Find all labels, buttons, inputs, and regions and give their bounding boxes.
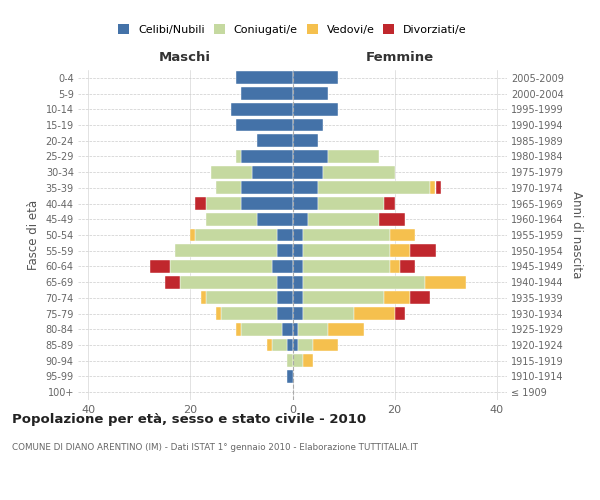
Bar [272, 260, 293, 273]
Bar [277, 292, 293, 304]
Y-axis label: Fasce di età: Fasce di età [27, 200, 40, 270]
Text: Popolazione per età, sesso e stato civile - 2010: Popolazione per età, sesso e stato civil… [12, 412, 366, 426]
Bar [241, 197, 293, 210]
Bar [430, 182, 436, 194]
Bar [211, 166, 251, 178]
Bar [206, 197, 241, 210]
Bar [354, 307, 395, 320]
Bar [175, 244, 277, 257]
Bar [293, 354, 303, 367]
Bar [293, 323, 298, 336]
Bar [425, 276, 466, 288]
Bar [303, 276, 425, 288]
Bar [436, 182, 440, 194]
Bar [303, 292, 385, 304]
Bar [293, 213, 308, 226]
Bar [170, 260, 272, 273]
Bar [272, 338, 287, 351]
Bar [216, 182, 241, 194]
Bar [241, 323, 282, 336]
Bar [303, 244, 389, 257]
Bar [293, 87, 328, 100]
Bar [206, 213, 257, 226]
Bar [206, 292, 277, 304]
Bar [236, 118, 293, 132]
Bar [389, 244, 410, 257]
Bar [149, 260, 170, 273]
Bar [293, 197, 318, 210]
Bar [293, 182, 318, 194]
Bar [196, 197, 206, 210]
Bar [303, 228, 389, 241]
Text: Femmine: Femmine [365, 50, 434, 64]
Bar [293, 244, 303, 257]
Bar [313, 338, 338, 351]
Bar [165, 276, 180, 288]
Y-axis label: Anni di nascita: Anni di nascita [571, 192, 583, 278]
Bar [236, 72, 293, 85]
Bar [395, 307, 405, 320]
Bar [293, 118, 323, 132]
Bar [293, 276, 303, 288]
Bar [293, 228, 303, 241]
Bar [277, 307, 293, 320]
Bar [293, 307, 303, 320]
Bar [282, 323, 293, 336]
Bar [379, 213, 405, 226]
Bar [293, 166, 323, 178]
Bar [267, 338, 272, 351]
Bar [385, 197, 395, 210]
Bar [190, 228, 196, 241]
Bar [241, 87, 293, 100]
Bar [287, 370, 293, 383]
Bar [231, 103, 293, 116]
Bar [257, 213, 293, 226]
Bar [287, 354, 293, 367]
Bar [216, 307, 221, 320]
Bar [410, 244, 436, 257]
Bar [180, 276, 277, 288]
Bar [236, 323, 241, 336]
Bar [196, 228, 277, 241]
Bar [277, 276, 293, 288]
Bar [241, 150, 293, 163]
Bar [277, 228, 293, 241]
Bar [293, 103, 338, 116]
Bar [293, 150, 328, 163]
Bar [303, 307, 354, 320]
Bar [200, 292, 206, 304]
Legend: Celibi/Nubili, Coniugati/e, Vedovi/e, Divorziati/e: Celibi/Nubili, Coniugati/e, Vedovi/e, Di… [118, 24, 467, 35]
Bar [303, 354, 313, 367]
Bar [241, 182, 293, 194]
Bar [298, 323, 328, 336]
Text: COMUNE DI DIANO ARENTINO (IM) - Dati ISTAT 1° gennaio 2010 - Elaborazione TUTTIT: COMUNE DI DIANO ARENTINO (IM) - Dati IST… [12, 442, 418, 452]
Bar [389, 260, 400, 273]
Bar [308, 213, 379, 226]
Bar [293, 292, 303, 304]
Bar [236, 150, 241, 163]
Bar [389, 228, 415, 241]
Bar [293, 134, 318, 147]
Bar [328, 150, 379, 163]
Bar [323, 166, 395, 178]
Bar [410, 292, 430, 304]
Bar [251, 166, 293, 178]
Text: Maschi: Maschi [159, 50, 211, 64]
Bar [277, 244, 293, 257]
Bar [257, 134, 293, 147]
Bar [385, 292, 410, 304]
Bar [298, 338, 313, 351]
Bar [318, 197, 385, 210]
Bar [221, 307, 277, 320]
Bar [303, 260, 389, 273]
Bar [293, 260, 303, 273]
Bar [328, 323, 364, 336]
Bar [318, 182, 430, 194]
Bar [293, 72, 338, 85]
Bar [293, 338, 298, 351]
Bar [287, 338, 293, 351]
Bar [400, 260, 415, 273]
